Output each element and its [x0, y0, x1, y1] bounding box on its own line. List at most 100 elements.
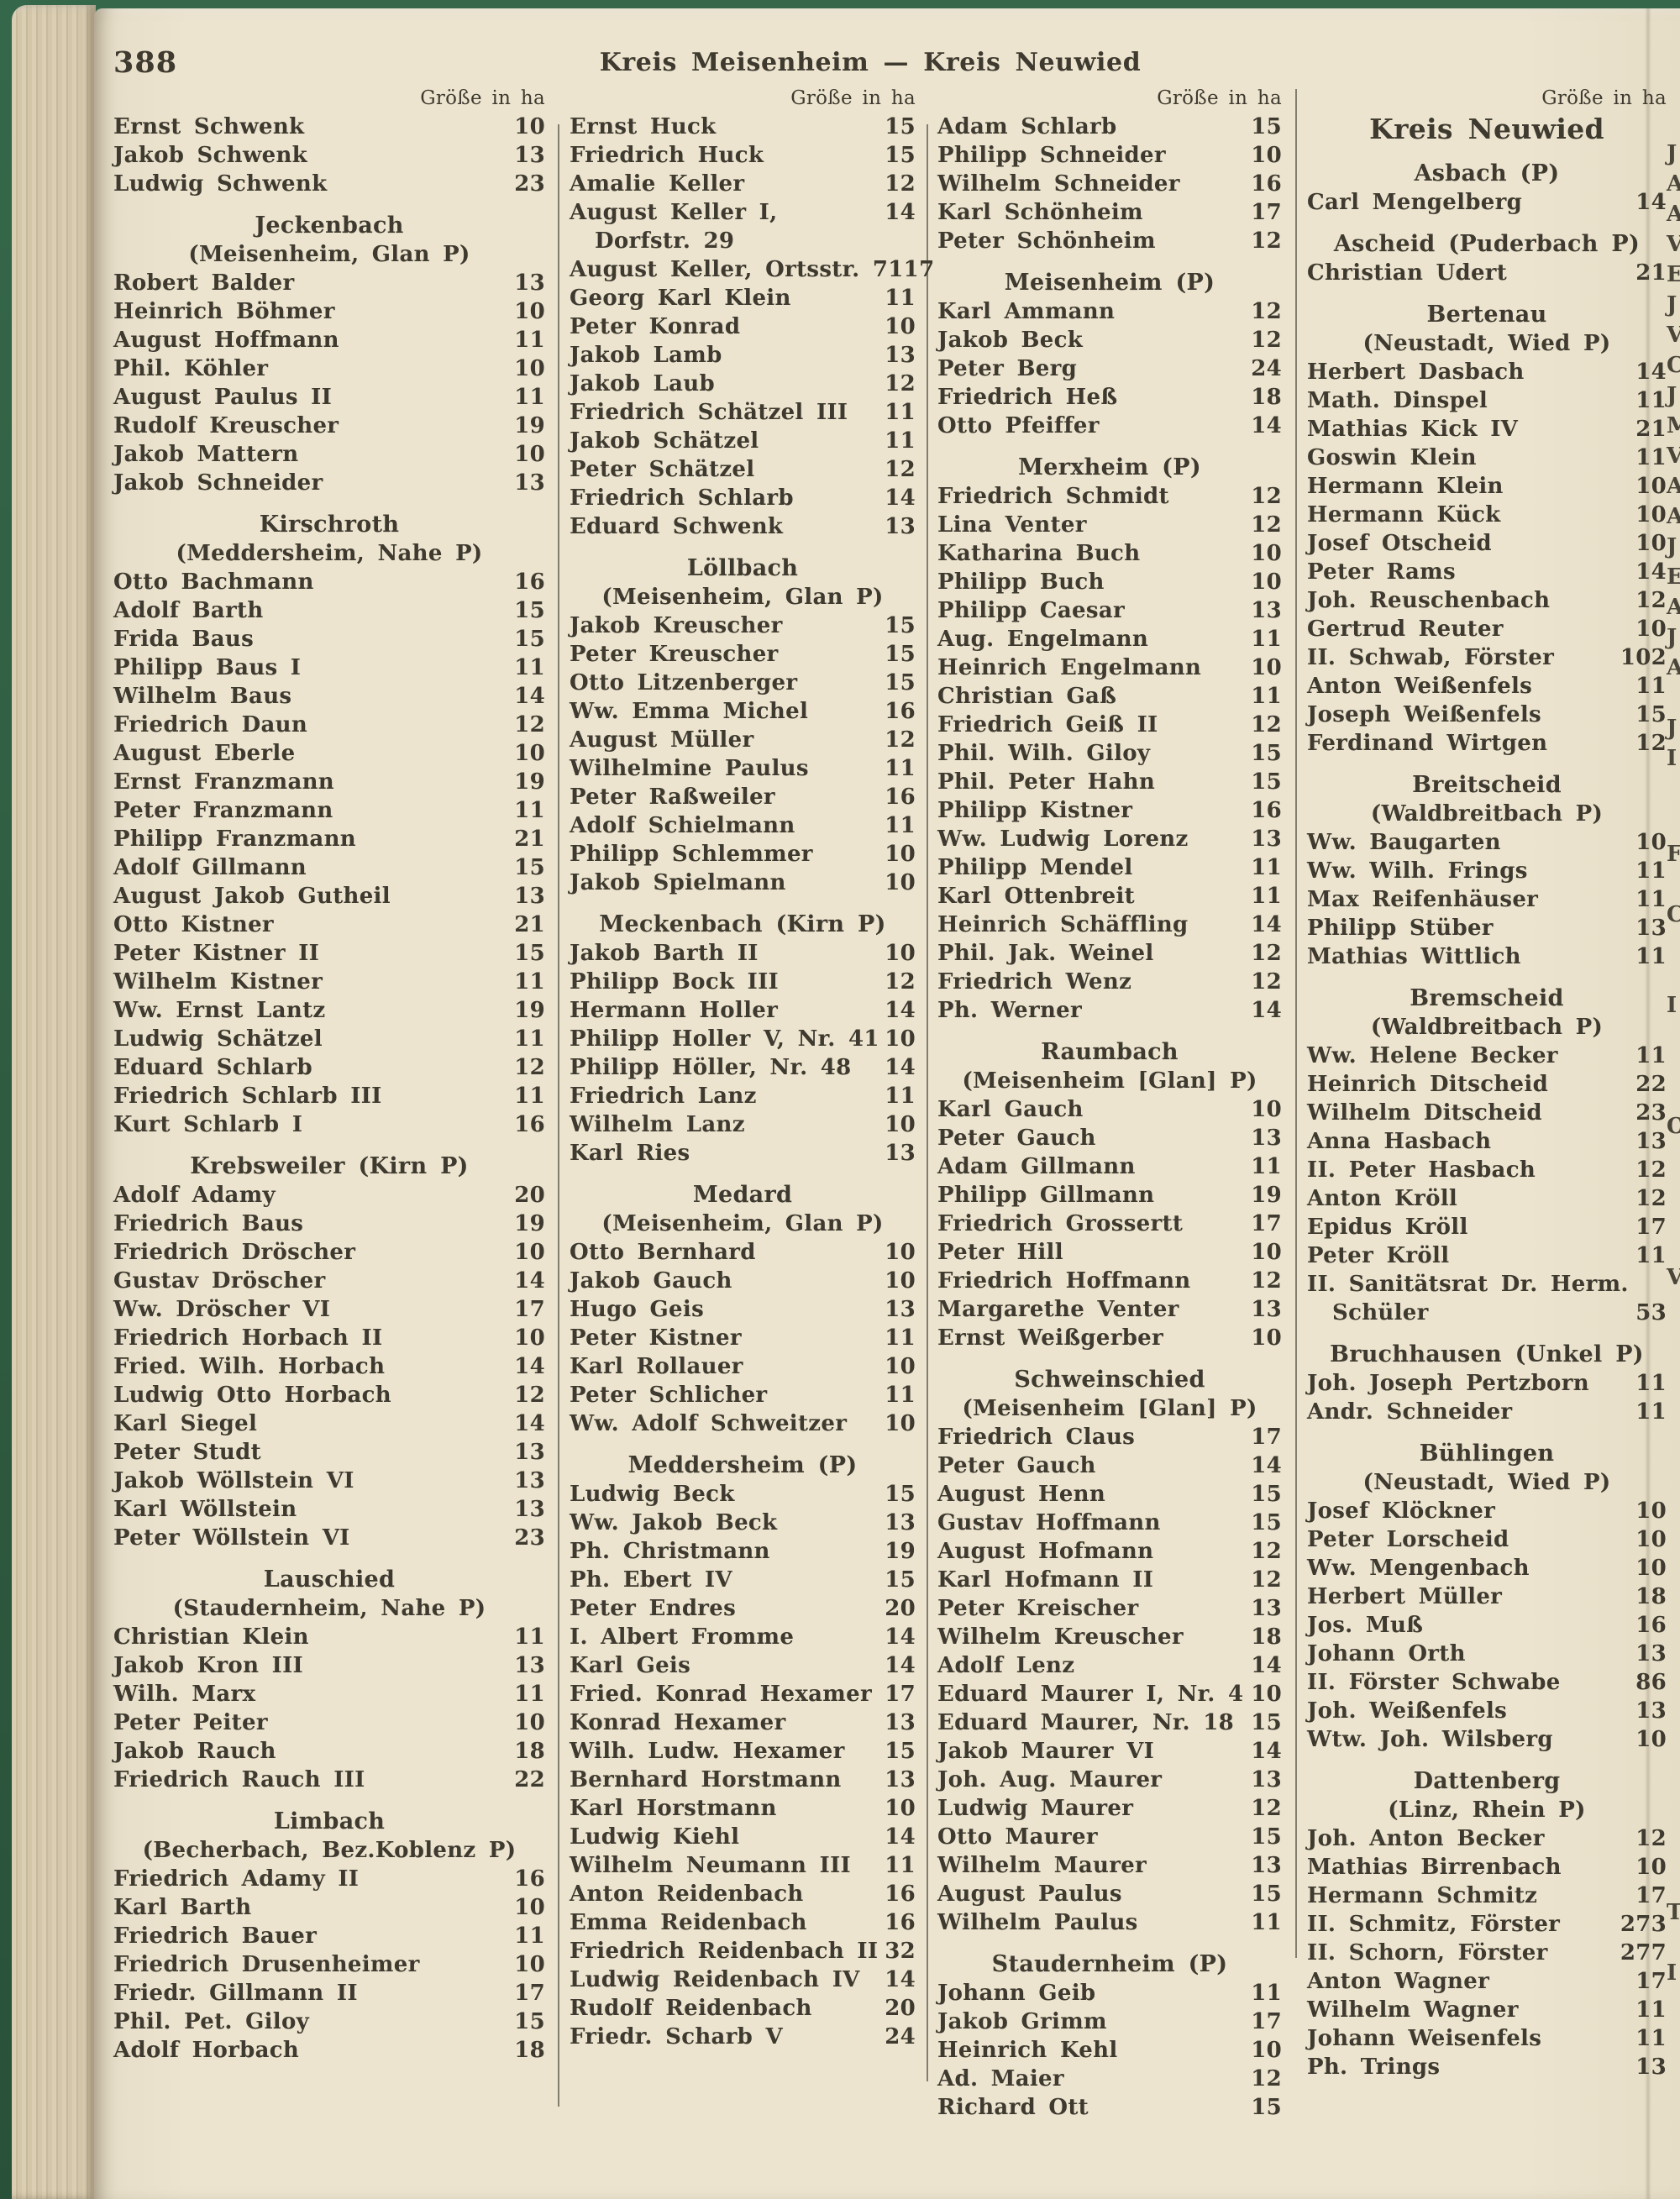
entry-name: Karl Rollauer	[570, 1354, 743, 1379]
entry-name: Ernst Franzmann	[113, 769, 334, 795]
entry-row: Ww. Dröscher VI 17	[113, 1295, 545, 1324]
entry-size: 11	[1635, 2024, 1667, 2053]
entry-size: 12	[514, 1383, 545, 1408]
entry-row: Heinrich Böhmer 10	[113, 297, 545, 326]
entry-row: Math. Dinspel 11	[1307, 386, 1667, 415]
entry-row: Friedr. Scharb V 24	[570, 2023, 916, 2051]
entry-row: Christian Klein 11	[113, 1623, 545, 1651]
entry-size: 11	[1635, 885, 1667, 914]
entry-name: Adam Gillmann	[937, 1154, 1136, 1179]
entry-name: Anton Reidenbach	[570, 1881, 804, 1907]
entry-size: 11	[885, 1853, 916, 1878]
entry-row: Johann Orth 13	[1307, 1640, 1667, 1668]
entry-size: 11	[514, 655, 545, 680]
entry-size: 11	[1635, 386, 1667, 415]
size-column-header: Größe in ha	[1157, 87, 1282, 109]
size-column-header: Größe in ha	[790, 87, 916, 109]
entry-row: Hugo Geis 13	[570, 1295, 916, 1324]
page-edge-letter-fragment: C	[1667, 902, 1680, 927]
entry-size: 12	[1635, 586, 1667, 615]
entry-name: Wilhelmine Paulus	[570, 756, 809, 781]
entry-size: 19	[514, 1211, 545, 1236]
entry-row: Philipp Schlemmer 10	[570, 840, 916, 869]
entry-name: August Müller	[570, 727, 754, 753]
page-edge-letter-fragment: I	[1667, 1960, 1677, 1986]
entry-name: Adolf Barth	[113, 598, 264, 623]
entry-size: 14	[1251, 413, 1282, 438]
entry-name: Friedrich Huck	[570, 143, 764, 168]
entry-name: Friedrich Grossertt	[937, 1211, 1184, 1236]
entry-name: Anton Wagner	[1307, 1969, 1490, 1994]
entry-row: Friedrich Heß 18	[937, 383, 1282, 412]
entry-name: Wilhelm Neumann III	[570, 1853, 851, 1878]
entry-row: Josef Otscheid 10	[1307, 529, 1667, 558]
entry-name: Aug. Engelmann	[937, 627, 1149, 652]
entry-row: Christian Gaß 11	[937, 682, 1282, 711]
entry-name: August Henn	[937, 1482, 1106, 1507]
section-title: Schweinschied	[1014, 1367, 1205, 1393]
entry-size: 12	[514, 1055, 545, 1080]
entry-name: Otto Kistner	[113, 912, 274, 937]
entry-name: Joh. Reuschenbach	[1307, 588, 1551, 613]
entry-name: II. Schorn, Förster	[1307, 1940, 1548, 1965]
page-edge-letter-fragment: I	[1667, 993, 1677, 1018]
entry-name: Friedrich Adamy II	[113, 1866, 360, 1892]
entry-name: Friedrich Geiß II	[937, 712, 1158, 737]
entry-name: Ww. Ludwig Lorenz	[937, 827, 1189, 852]
entry-row: Hermann Holler 14	[570, 996, 916, 1025]
entry-name: Peter Schönheim	[937, 228, 1156, 254]
entry-size: 11	[1251, 684, 1282, 709]
entry-name: Hermann Kück	[1307, 502, 1501, 527]
section-title: Bertenau	[1426, 302, 1547, 328]
entry-size: 10	[885, 842, 916, 867]
entry-row: Fried. Wilh. Horbach 14	[113, 1352, 545, 1381]
entry-size: 11	[1251, 1154, 1282, 1179]
page-edge-letter-fragment: A	[1667, 595, 1680, 620]
entry-row: Friedrich Reidenbach II 32	[570, 1937, 916, 1965]
entry-name: Joseph Weißenfels	[1307, 702, 1541, 727]
entry-row: Eduard Schwenk 13	[570, 512, 916, 541]
entry-name: Wilh. Ludw. Hexamer	[570, 1739, 845, 1764]
entry-row: Philipp Buch 10	[937, 568, 1282, 596]
entry-size: 19	[514, 769, 545, 795]
entry-size: 17	[903, 257, 935, 282]
entry-name: Josef Otscheid	[1307, 531, 1492, 556]
entry-name: Mathias Kick IV	[1307, 417, 1519, 442]
entry-name: Math. Dinspel	[1307, 388, 1488, 413]
entry-row: Otto Litzenberger 15	[570, 669, 916, 697]
entry-size: 10	[514, 741, 545, 766]
entry-size: 16	[514, 569, 545, 595]
entry-name: Max Reifenhäuser	[1307, 887, 1539, 912]
entry-name: Friedrich Dröscher	[113, 1240, 356, 1265]
entry-size: 19	[885, 1539, 916, 1564]
entry-size: 13	[885, 514, 916, 539]
column-divider	[927, 124, 928, 2081]
entry-name: Ludwig Kiehl	[570, 1824, 740, 1850]
entry-row: August Hoffmann 11	[113, 326, 545, 354]
entry-size: 17	[885, 1682, 916, 1707]
entry-row: August Eberle 10	[113, 739, 545, 768]
entry-row: Friedrich Grossertt 17	[937, 1210, 1282, 1238]
entry-size: 10	[1635, 501, 1667, 529]
directory-section: Meisenheim (P) Karl Ammann 12 Jakob Beck 12 P…	[937, 269, 1282, 440]
entry-row: Jakob Grimm 17	[937, 2007, 1282, 2036]
entry-name: Karl Ammann	[937, 299, 1116, 324]
entry-row: Ludwig Reidenbach IV 14	[570, 1965, 916, 1994]
entry-row: Peter Schätzel 12	[570, 455, 916, 484]
entry-row: Jakob Kron III 13	[113, 1651, 545, 1680]
entry-size: 10	[1635, 472, 1667, 501]
entry-name: Friedrich Schmidt	[937, 484, 1169, 509]
entry-name: I. Albert Fromme	[570, 1624, 795, 1650]
entry-row: Ernst Huck 15	[570, 113, 916, 141]
entry-size: 14	[1251, 998, 1282, 1023]
entry-name: August Paulus	[937, 1881, 1122, 1907]
page-edge-letter-fragment: J	[1667, 292, 1677, 318]
entry-size: 12	[885, 457, 916, 482]
entry-size: 15	[514, 598, 545, 623]
entry-size: 11	[1635, 672, 1667, 701]
entry-row: Karl Wöllstein 13	[113, 1495, 545, 1524]
entry-name: Friedr. Scharb V	[570, 2024, 783, 2049]
section-subtitle: (Waldbreitbach P)	[1370, 801, 1604, 827]
entry-name: Joh. Weißenfels	[1307, 1698, 1508, 1724]
entry-row: Ernst Schwenk 10	[113, 113, 545, 141]
